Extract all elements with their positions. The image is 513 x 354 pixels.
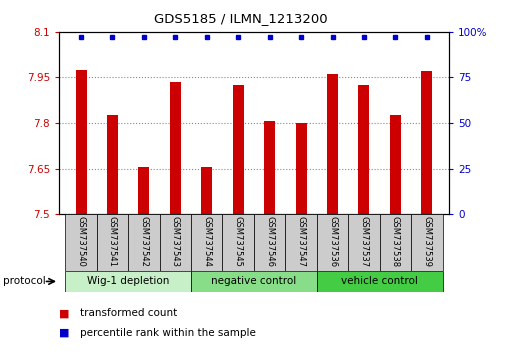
Bar: [65, 271, 191, 292]
Bar: [421, 72, 432, 214]
Text: protocol: protocol: [3, 276, 45, 286]
Bar: [359, 85, 369, 214]
Text: GSM737546: GSM737546: [265, 216, 274, 267]
Bar: [317, 214, 348, 271]
Text: Wig-1 depletion: Wig-1 depletion: [87, 276, 169, 286]
Text: percentile rank within the sample: percentile rank within the sample: [80, 328, 255, 338]
Text: GDS5185 / ILMN_1213200: GDS5185 / ILMN_1213200: [154, 12, 328, 25]
Bar: [170, 82, 181, 214]
Bar: [411, 214, 443, 271]
Bar: [107, 115, 118, 214]
Bar: [285, 214, 317, 271]
Bar: [390, 115, 401, 214]
Bar: [380, 214, 411, 271]
Text: GSM737547: GSM737547: [297, 216, 306, 267]
Bar: [295, 123, 307, 214]
Text: GSM737542: GSM737542: [140, 216, 148, 267]
Text: GSM737539: GSM737539: [422, 216, 431, 267]
Bar: [327, 74, 338, 214]
Text: GSM737543: GSM737543: [171, 216, 180, 267]
Bar: [264, 121, 275, 214]
Bar: [233, 85, 244, 214]
Text: GSM737540: GSM737540: [76, 216, 86, 267]
Text: negative control: negative control: [211, 276, 297, 286]
Text: ■: ■: [59, 308, 69, 318]
Bar: [223, 214, 254, 271]
Bar: [65, 214, 97, 271]
Text: transformed count: transformed count: [80, 308, 177, 318]
Text: GSM737537: GSM737537: [360, 216, 368, 267]
Text: ■: ■: [59, 328, 69, 338]
Text: GSM737538: GSM737538: [391, 216, 400, 267]
Text: GSM737536: GSM737536: [328, 216, 337, 267]
Bar: [97, 214, 128, 271]
Text: vehicle control: vehicle control: [341, 276, 418, 286]
Bar: [75, 70, 87, 214]
Bar: [254, 214, 285, 271]
Text: GSM737544: GSM737544: [202, 216, 211, 267]
Bar: [191, 271, 317, 292]
Text: GSM737545: GSM737545: [234, 216, 243, 267]
Text: GSM737541: GSM737541: [108, 216, 117, 267]
Bar: [139, 167, 149, 214]
Bar: [348, 214, 380, 271]
Bar: [201, 167, 212, 214]
Bar: [128, 214, 160, 271]
Bar: [191, 214, 223, 271]
Bar: [160, 214, 191, 271]
Bar: [317, 271, 443, 292]
